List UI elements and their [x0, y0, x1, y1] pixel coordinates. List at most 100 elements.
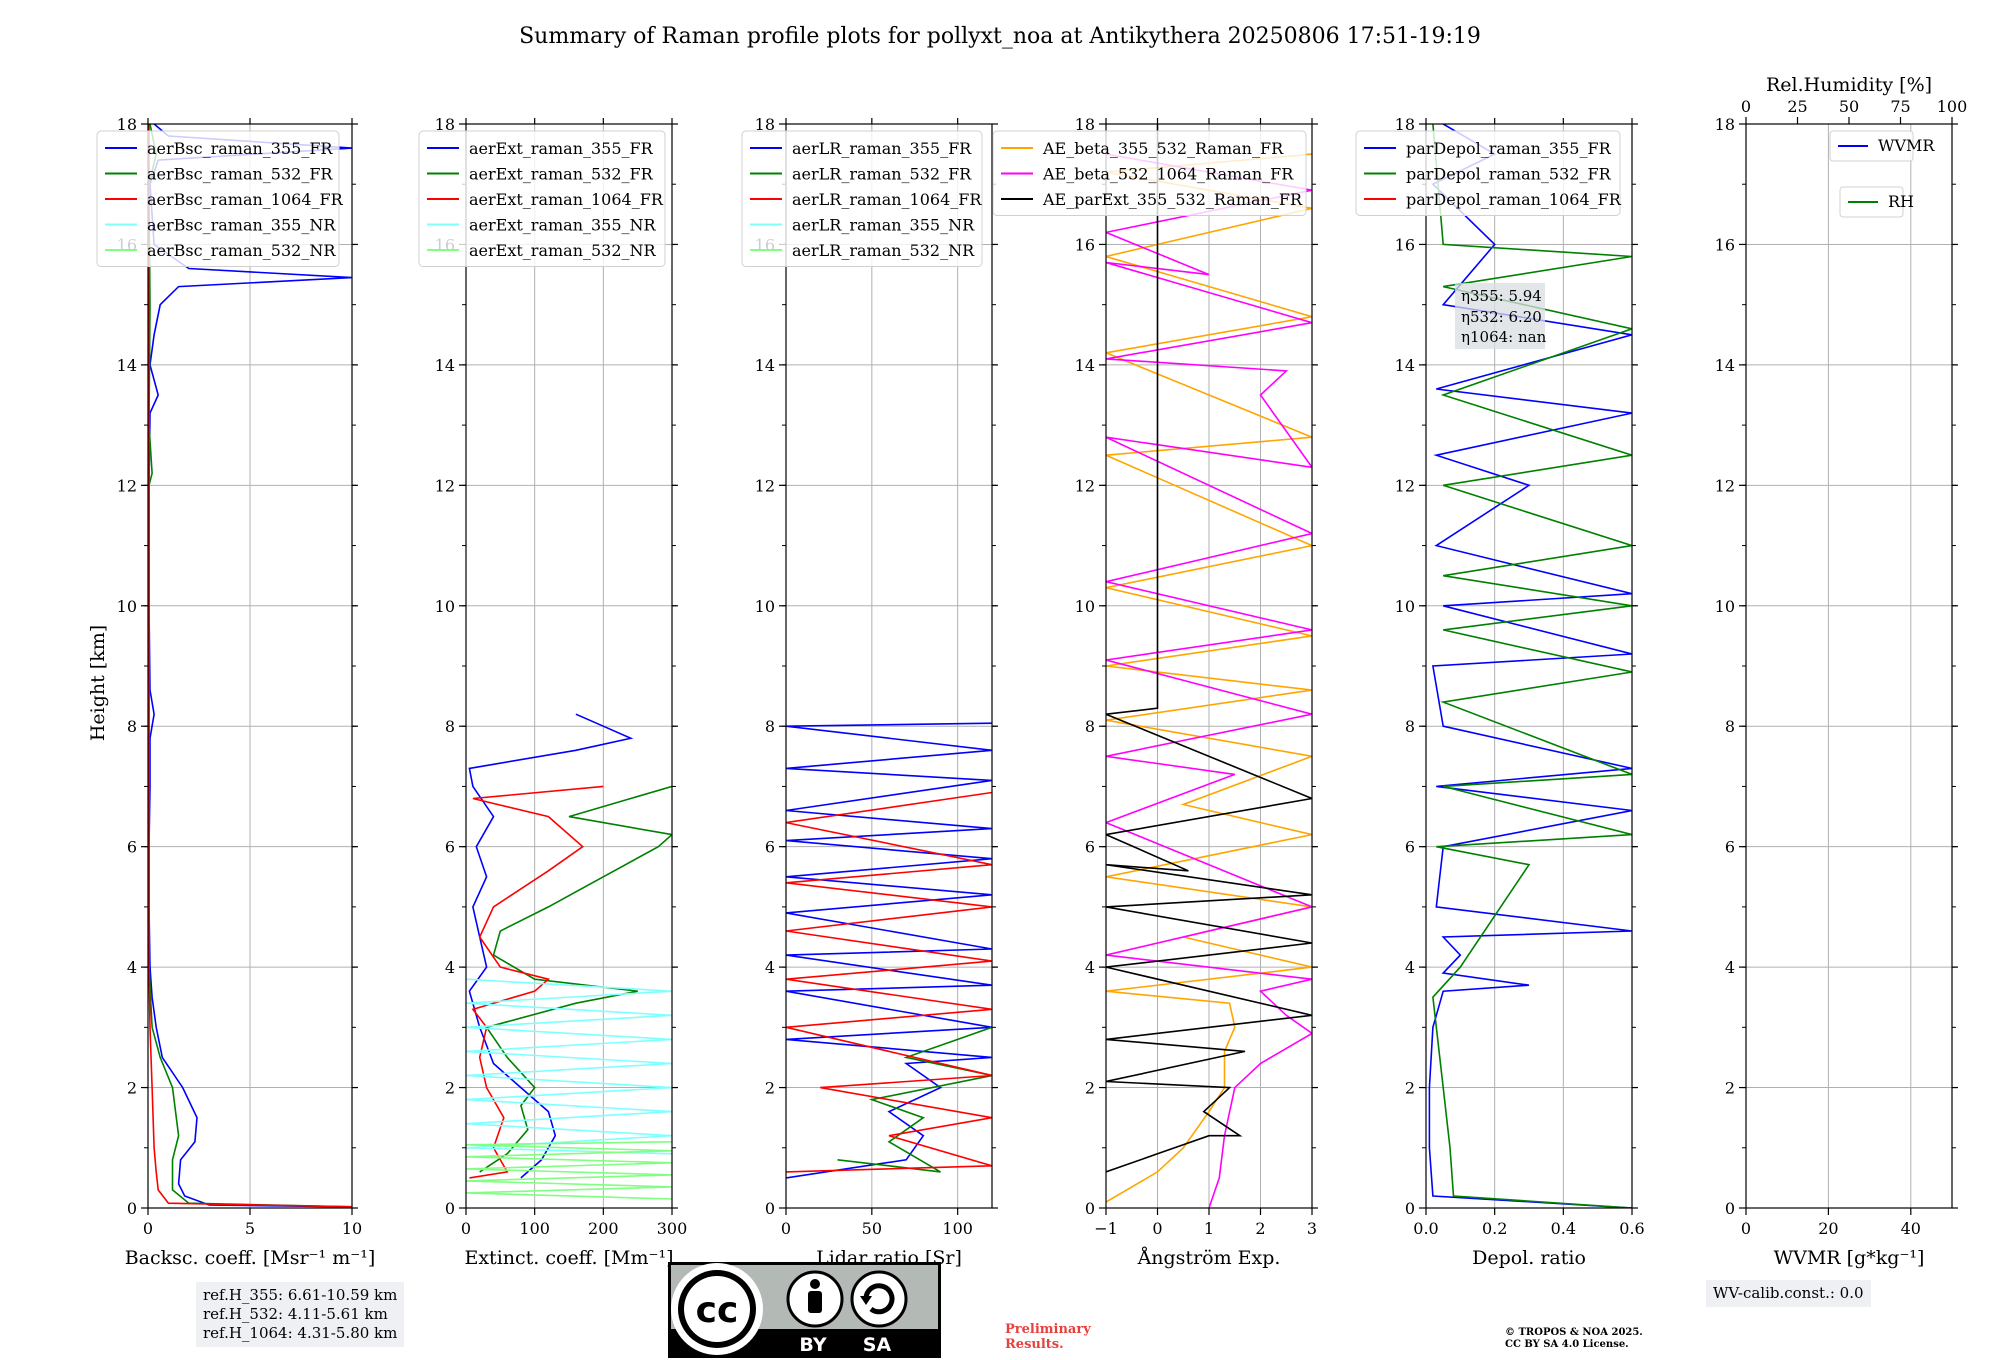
y-tick-label: 0	[445, 1199, 455, 1218]
y-tick-label: 18	[1715, 115, 1735, 134]
sa-label: SA	[863, 1334, 892, 1356]
y-tick-label: 0	[1405, 1199, 1415, 1218]
legend: WVMR RH	[1829, 130, 1935, 218]
eta-355: η355: 5.94	[1461, 287, 1542, 305]
y-tick-label: 14	[117, 356, 137, 375]
y-tick-label: 12	[1395, 476, 1415, 495]
legend-label: aerBsc_raman_355_NR	[147, 216, 336, 235]
person-body-icon	[808, 1291, 822, 1313]
x-tick-label: 200	[588, 1219, 619, 1238]
x-tick-label: 100	[942, 1219, 973, 1238]
y-tick-label: 10	[435, 597, 455, 616]
y-tick-label: 12	[1715, 476, 1735, 495]
top-x-tick-label: 0	[1741, 97, 1751, 116]
legend-label: aerBsc_raman_1064_FR	[147, 190, 344, 209]
x-tick-label: 0	[1152, 1219, 1162, 1238]
x-tick-label: 0.6	[1619, 1219, 1644, 1238]
x-tick-label: 0.4	[1551, 1219, 1576, 1238]
legend-label: aerExt_raman_1064_FR	[469, 190, 664, 209]
y-tick-label: 2	[1085, 1079, 1095, 1098]
copyright-note: © TROPOS & NOA 2025. CC BY SA 4.0 Licens…	[1505, 1327, 1643, 1351]
share-alike-arrow-icon	[860, 1296, 872, 1305]
y-tick-label: 16	[1715, 235, 1735, 254]
cc-circle-inner	[684, 1276, 750, 1342]
sa-circle	[850, 1270, 908, 1328]
series-line-aerExt_raman_355_FR	[468, 713, 634, 1179]
series-line-AE_beta_355_532_Raman_FR	[1106, 153, 1312, 1203]
cc-icon: cc	[696, 1290, 739, 1331]
series-line-aerExt_raman_532_NR	[466, 1141, 672, 1200]
series-group	[786, 722, 992, 1179]
ref-height-1064: ref.H_1064: 4.31-5.80 km	[203, 1324, 398, 1342]
panel-depol: 0 2 4 6 8 10 12 14 16 18 0.0 0.2 0.4 0.6 Depol. ratio p…	[1355, 115, 1645, 1269]
eta-annotation: η355: 5.94 η532: 6.20 η1064: nan	[1455, 283, 1547, 349]
top-x-tick-label: 25	[1787, 97, 1807, 116]
y-tick-label: 16	[1075, 235, 1095, 254]
series-line-aerLR_raman_355_FR	[786, 722, 992, 1179]
legend-label: aerLR_raman_355_NR	[792, 216, 975, 235]
x-tick-label: 40	[1901, 1219, 1921, 1238]
y-tick-label: 4	[1405, 958, 1415, 977]
legend-label: WVMR	[1878, 136, 1935, 155]
legend: aerBsc_raman_355_FR aerBsc_raman_532_FRae…	[96, 130, 344, 267]
y-tick-label: 0	[1725, 1199, 1735, 1218]
legend-label: aerExt_raman_532_NR	[469, 241, 657, 260]
y-tick-label: 8	[127, 717, 137, 736]
y-tick-label: 18	[435, 115, 455, 134]
x-tick-label: 0.2	[1482, 1219, 1507, 1238]
series-line-parDepol_raman_532_FR	[1432, 124, 1632, 1208]
legend-label: parDepol_raman_355_FR	[1406, 139, 1612, 158]
panel-bsc: 0246810121416180510Backsc. coeff. [Msr⁻¹…	[96, 115, 375, 1269]
y-tick-label: 12	[435, 476, 455, 495]
x-tick-label: 1	[1204, 1219, 1214, 1238]
y-tick-label: 14	[1075, 356, 1095, 375]
x-tick-label: 2	[1255, 1219, 1265, 1238]
legend-box	[1829, 130, 1914, 162]
x-tick-label: 0	[1741, 1219, 1751, 1238]
y-tick-label: 18	[755, 115, 775, 134]
y-tick-label: 18	[1075, 115, 1095, 134]
eta-box	[1455, 283, 1545, 349]
y-tick-label: 6	[765, 838, 775, 857]
legend: AE_beta_355_532_Raman_FR AE_beta_532_1064…	[992, 130, 1307, 216]
top-x-tick-label: 100	[1937, 97, 1968, 116]
x-tick-label: 100	[519, 1219, 550, 1238]
y-tick-label: 6	[1085, 838, 1095, 857]
y-tick-label: 14	[435, 356, 455, 375]
series-line-AE_beta_532_1064_Raman_FR	[1106, 153, 1312, 1208]
legend-label: parDepol_raman_532_FR	[1406, 165, 1612, 184]
eta-1064: η1064: nan	[1461, 328, 1547, 346]
series-line-aerExt_raman_355_NR	[466, 978, 672, 1155]
x-tick-label: 10	[342, 1219, 362, 1238]
y-tick-label: 8	[765, 717, 775, 736]
cc-license-badge: cc BY SA	[668, 1262, 941, 1358]
y-tick-label: 12	[1075, 476, 1095, 495]
legend-label: aerBsc_raman_355_FR	[147, 139, 333, 158]
legend-label: aerLR_raman_532_FR	[792, 165, 972, 184]
legend-box	[96, 130, 340, 267]
ref-height-box: ref.H_355: 6.61-10.59 km ref.H_532: 4.11…	[196, 1282, 405, 1347]
panel-lr: 024681012141618050100Lidar ratio [Sr]aer…	[741, 115, 998, 1269]
legend-box	[992, 130, 1307, 216]
y-tick-label: 2	[445, 1079, 455, 1098]
y-tick-label: 4	[765, 958, 775, 977]
preliminary-note: Preliminary Results.	[1005, 1322, 1091, 1352]
legend-label: aerExt_raman_532_FR	[469, 165, 654, 184]
panel-wv: 0 2 4 6 8 10 12 14 16 18 0 20 40 WVMR [g*kg⁻¹] 0 25 50 75…	[1715, 74, 1968, 1269]
y-tick-label: 12	[117, 476, 137, 495]
y-tick-label: 0	[127, 1199, 137, 1218]
legend-label: aerLR_raman_355_FR	[792, 139, 972, 158]
legend-label: AE_beta_532_1064_Raman_FR	[1042, 165, 1294, 184]
legend-box	[418, 130, 666, 267]
y-tick-label: 18	[117, 115, 137, 134]
y-tick-label: 18	[1395, 115, 1415, 134]
x-axis-label: WVMR [g*kg⁻¹]	[1774, 1247, 1925, 1269]
x-tick-label: 3	[1307, 1219, 1317, 1238]
y-tick-label: 6	[127, 838, 137, 857]
y-tick-label: 4	[1085, 958, 1095, 977]
x-axis-label: Extinct. coeff. [Mm⁻¹]	[464, 1247, 673, 1269]
series-line-aerExt_raman_1064_FR	[469, 785, 604, 1179]
y-tick-label: 8	[1725, 717, 1735, 736]
legend: aerLR_raman_355_FR aerLR_raman_532_FR aerL…	[741, 130, 983, 267]
preliminary-line-1: Preliminary	[1005, 1322, 1091, 1337]
